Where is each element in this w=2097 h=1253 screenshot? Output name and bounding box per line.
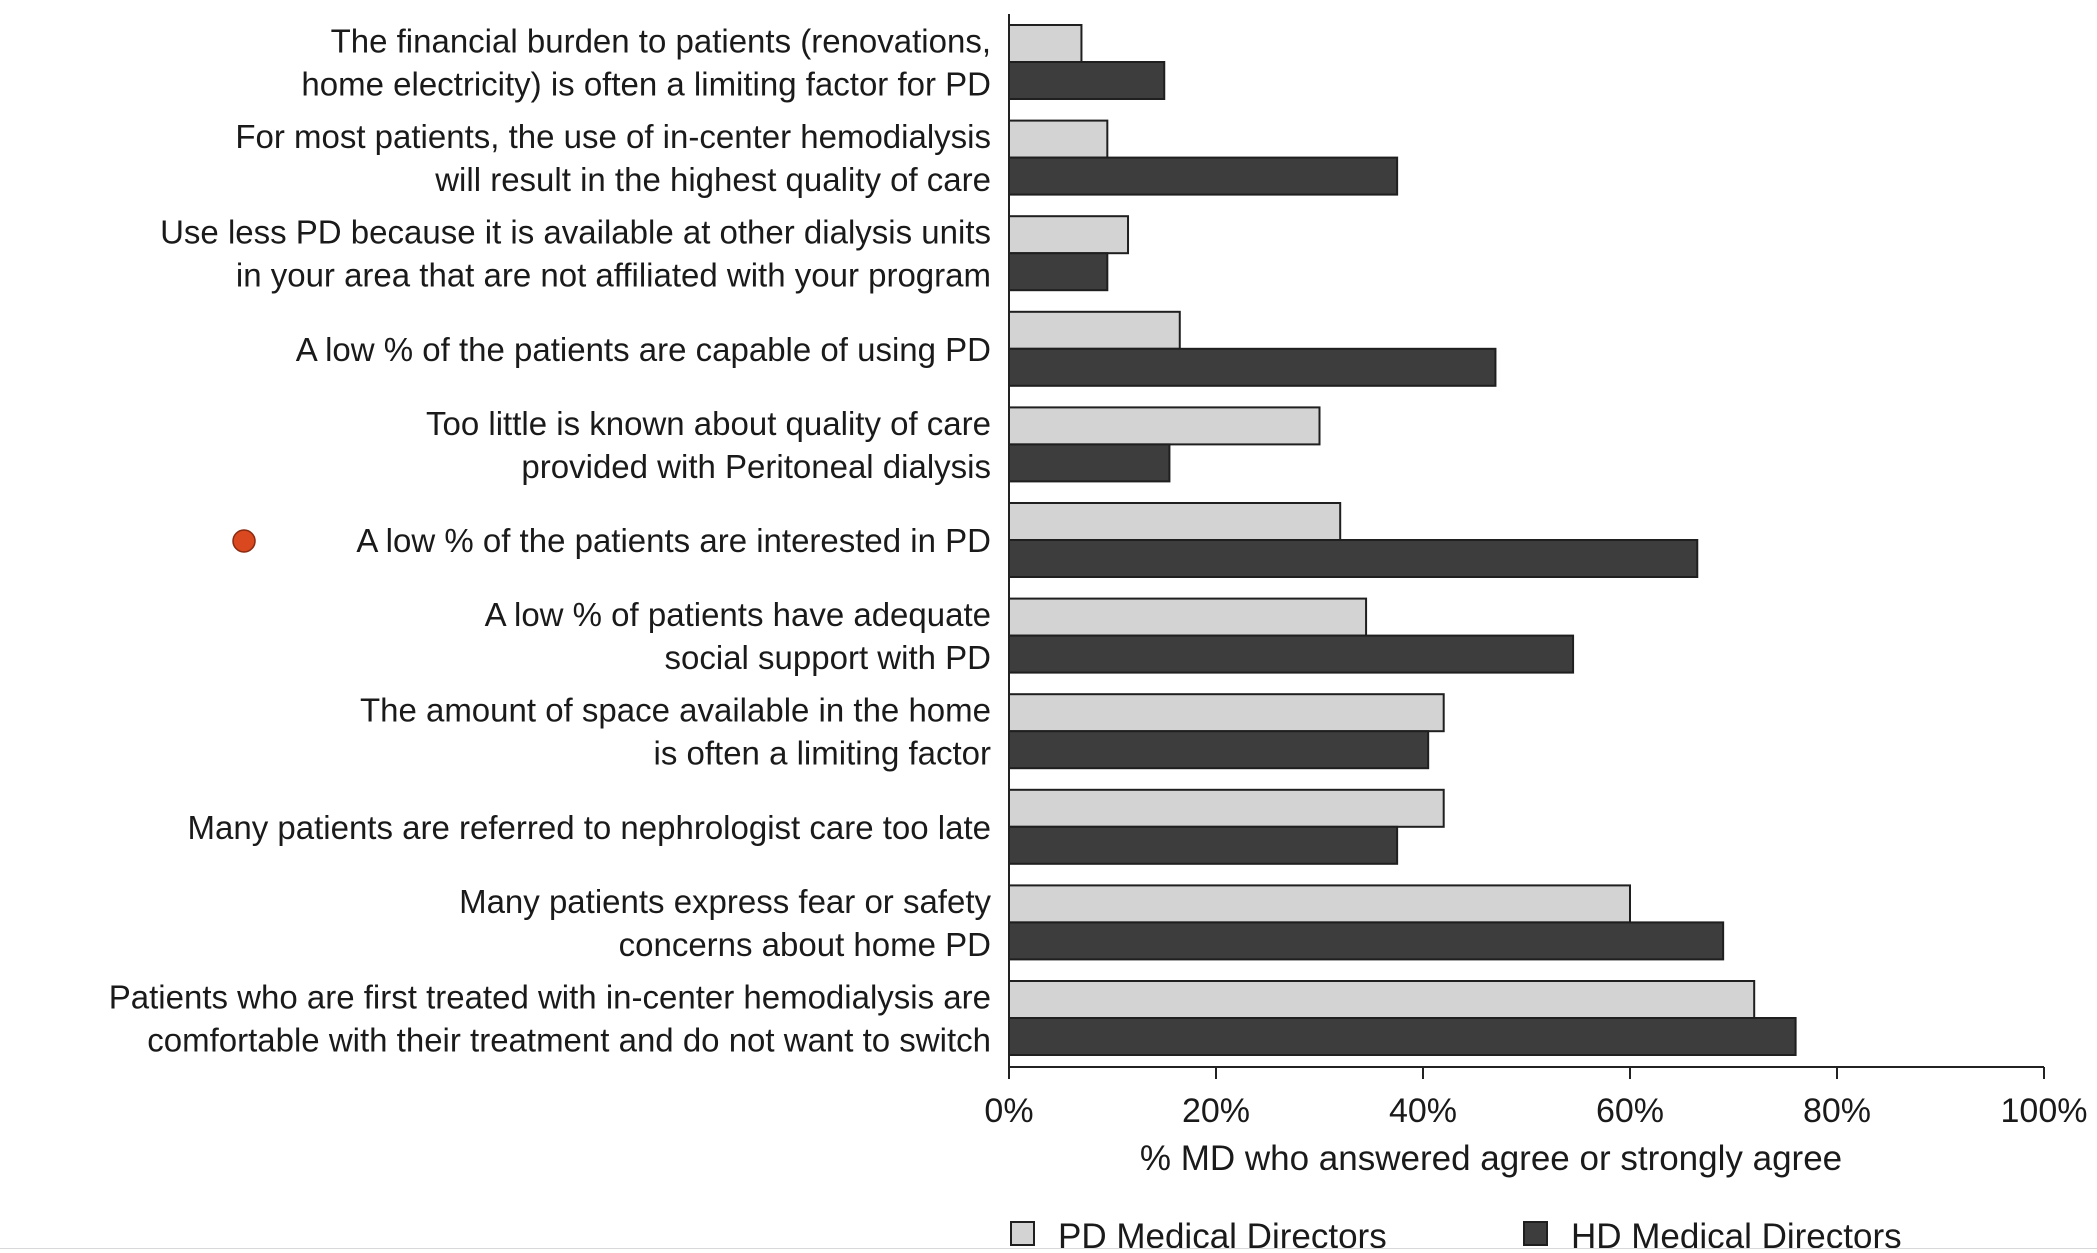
bar-hd-medical-directors [1008, 347, 1497, 387]
bar-hd-medical-directors [1008, 730, 1430, 770]
legend-label: HD Medical Directors [1571, 1217, 1902, 1253]
category-label: A low % of patients have adequate [485, 596, 991, 633]
bar-pd-medical-directors [1008, 310, 1181, 350]
bar-pd-medical-directors [1008, 788, 1445, 828]
bar-pd-medical-directors [1008, 597, 1368, 637]
category-label: home electricity) is often a limiting fa… [301, 66, 991, 103]
marker-layer [232, 529, 256, 553]
category-label: social support with PD [665, 639, 991, 676]
bar-pd-medical-directors [1008, 406, 1321, 446]
bar-hd-medical-directors [1008, 921, 1725, 961]
bar-pd-medical-directors [1008, 693, 1445, 733]
bar-hd-medical-directors [1008, 156, 1399, 196]
bar-hd-medical-directors [1008, 1017, 1797, 1056]
category-label: will result in the highest quality of ca… [434, 161, 991, 198]
bar-hd-medical-directors [1008, 443, 1171, 483]
legend-swatch [1010, 1221, 1035, 1246]
legend-label: PD Medical Directors [1058, 1217, 1387, 1253]
category-label: in your area that are not affiliated wit… [236, 257, 991, 294]
category-label: Many patients express fear or safety [459, 883, 991, 920]
x-axis-title: % MD who answered agree or strongly agre… [1140, 1139, 1842, 1178]
category-label: The amount of space available in the hom… [360, 692, 991, 729]
category-label: Too little is known about quality of car… [426, 405, 991, 442]
bar-hd-medical-directors [1008, 252, 1109, 292]
bar-pd-medical-directors [1008, 884, 1631, 924]
category-label: comfortable with their treatment and do … [147, 1022, 991, 1059]
bar-hd-medical-directors [1008, 825, 1399, 865]
bar-group [1008, 24, 1797, 1056]
category-label: The financial burden to patients (renova… [331, 23, 991, 60]
bar-hd-medical-directors [1008, 634, 1575, 674]
category-label: A low % of the patients are interested i… [356, 522, 991, 559]
bar-pd-medical-directors [1008, 119, 1109, 159]
bar-pd-medical-directors [1008, 502, 1342, 541]
divider [0, 1248, 2097, 1249]
legend-swatch [1523, 1221, 1548, 1246]
bar-hd-medical-directors [1008, 61, 1166, 100]
highlight-dot-icon [232, 529, 256, 553]
category-label: For most patients, the use of in-center … [235, 118, 991, 155]
bar-pd-medical-directors [1008, 24, 1083, 63]
bar-pd-medical-directors [1008, 980, 1756, 1019]
category-label: provided with Peritoneal dialysis [521, 448, 991, 485]
x-tick-label: 20% [1182, 1092, 1250, 1130]
category-label: Use less PD because it is available at o… [160, 214, 991, 251]
x-tick-label: 0% [984, 1092, 1033, 1130]
category-label: is often a limiting factor [654, 735, 991, 772]
x-tick-label: 40% [1389, 1092, 1457, 1130]
x-tick-label: 80% [1803, 1092, 1871, 1130]
bar-hd-medical-directors [1008, 539, 1699, 578]
category-label: Patients who are first treated with in-c… [109, 979, 991, 1016]
bar-pd-medical-directors [1008, 215, 1130, 255]
x-axis-ticks: 0% 20% 40% 60% 80% 100% [984, 1067, 2087, 1130]
category-label: Many patients are referred to nephrologi… [188, 809, 991, 846]
legend: PD Medical Directors HD Medical Directors [1010, 1217, 1902, 1253]
x-tick-label: 60% [1596, 1092, 1664, 1130]
category-labels: The financial burden to patients (renova… [109, 23, 992, 1059]
category-label: concerns about home PD [619, 926, 991, 963]
category-label: A low % of the patients are capable of u… [296, 331, 991, 368]
x-tick-label: 100% [2001, 1092, 2088, 1130]
